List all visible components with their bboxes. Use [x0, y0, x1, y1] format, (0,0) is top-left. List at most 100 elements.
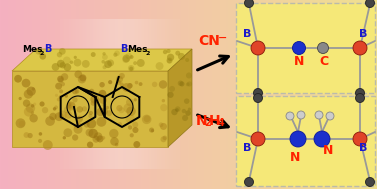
- Bar: [74, 0, 75, 189]
- Bar: [346, 0, 347, 189]
- Bar: [177, 0, 178, 189]
- Bar: [352, 0, 353, 189]
- Circle shape: [129, 67, 133, 71]
- Bar: [128, 0, 129, 189]
- Bar: [54, 0, 55, 189]
- Bar: [97, 19, 98, 169]
- Bar: [15, 0, 16, 189]
- Bar: [76, 0, 77, 189]
- Circle shape: [185, 110, 191, 116]
- Bar: [140, 0, 141, 189]
- Bar: [82, 19, 83, 169]
- Circle shape: [72, 97, 78, 102]
- FancyBboxPatch shape: [236, 96, 375, 186]
- Circle shape: [63, 136, 66, 139]
- Circle shape: [356, 88, 365, 98]
- Circle shape: [102, 54, 108, 60]
- Bar: [175, 0, 176, 189]
- Circle shape: [160, 104, 167, 111]
- Circle shape: [144, 115, 150, 122]
- Bar: [371, 0, 372, 189]
- Bar: [19, 0, 20, 189]
- Circle shape: [290, 131, 306, 147]
- Bar: [191, 0, 192, 189]
- Circle shape: [167, 49, 171, 53]
- Circle shape: [123, 54, 130, 62]
- Bar: [224, 0, 225, 189]
- Bar: [130, 0, 131, 189]
- Circle shape: [317, 43, 328, 53]
- Bar: [102, 0, 103, 189]
- Bar: [206, 0, 207, 189]
- Bar: [173, 0, 174, 189]
- Circle shape: [57, 98, 60, 101]
- Bar: [121, 0, 122, 189]
- Bar: [302, 0, 303, 189]
- Circle shape: [115, 143, 118, 146]
- Bar: [99, 0, 100, 189]
- Bar: [331, 0, 332, 189]
- Bar: [108, 0, 109, 189]
- Bar: [171, 19, 172, 169]
- Bar: [31, 0, 32, 189]
- Bar: [90, 19, 91, 169]
- Bar: [336, 0, 337, 189]
- Bar: [317, 0, 318, 189]
- Bar: [289, 0, 290, 189]
- Bar: [132, 19, 133, 169]
- Bar: [271, 0, 272, 189]
- Bar: [136, 0, 137, 189]
- Bar: [103, 19, 104, 169]
- Bar: [106, 19, 107, 169]
- Bar: [67, 19, 68, 169]
- Text: Mes: Mes: [22, 45, 43, 54]
- Bar: [285, 0, 286, 189]
- Circle shape: [314, 131, 330, 147]
- Bar: [149, 0, 150, 189]
- FancyBboxPatch shape: [236, 3, 375, 93]
- Bar: [136, 19, 137, 169]
- Text: −: −: [218, 33, 227, 43]
- Bar: [173, 19, 174, 169]
- Bar: [249, 0, 250, 189]
- Bar: [321, 0, 322, 189]
- Bar: [327, 0, 328, 189]
- Bar: [40, 0, 41, 189]
- Circle shape: [74, 56, 77, 59]
- Bar: [55, 0, 56, 189]
- Circle shape: [26, 87, 36, 96]
- Circle shape: [171, 109, 178, 115]
- Bar: [130, 19, 131, 169]
- Bar: [172, 19, 173, 169]
- Circle shape: [100, 108, 108, 115]
- Bar: [262, 0, 263, 189]
- Circle shape: [130, 55, 133, 59]
- Circle shape: [251, 132, 265, 146]
- Circle shape: [38, 139, 42, 143]
- Bar: [96, 0, 97, 189]
- Circle shape: [132, 127, 138, 133]
- Bar: [166, 19, 167, 169]
- Circle shape: [161, 136, 167, 142]
- Bar: [27, 0, 28, 189]
- Bar: [107, 19, 108, 169]
- Circle shape: [102, 103, 106, 107]
- Bar: [146, 19, 147, 169]
- Bar: [140, 19, 141, 169]
- Bar: [78, 19, 79, 169]
- Circle shape: [18, 97, 22, 100]
- Bar: [137, 0, 138, 189]
- Bar: [154, 19, 155, 169]
- Bar: [237, 0, 238, 189]
- Bar: [235, 0, 236, 189]
- Bar: [263, 0, 264, 189]
- Bar: [5, 0, 6, 189]
- Text: 2: 2: [145, 51, 149, 56]
- Bar: [141, 19, 142, 169]
- Bar: [45, 0, 46, 189]
- Bar: [79, 0, 80, 189]
- Circle shape: [82, 106, 87, 112]
- Bar: [354, 0, 355, 189]
- Bar: [370, 0, 371, 189]
- Circle shape: [133, 61, 137, 65]
